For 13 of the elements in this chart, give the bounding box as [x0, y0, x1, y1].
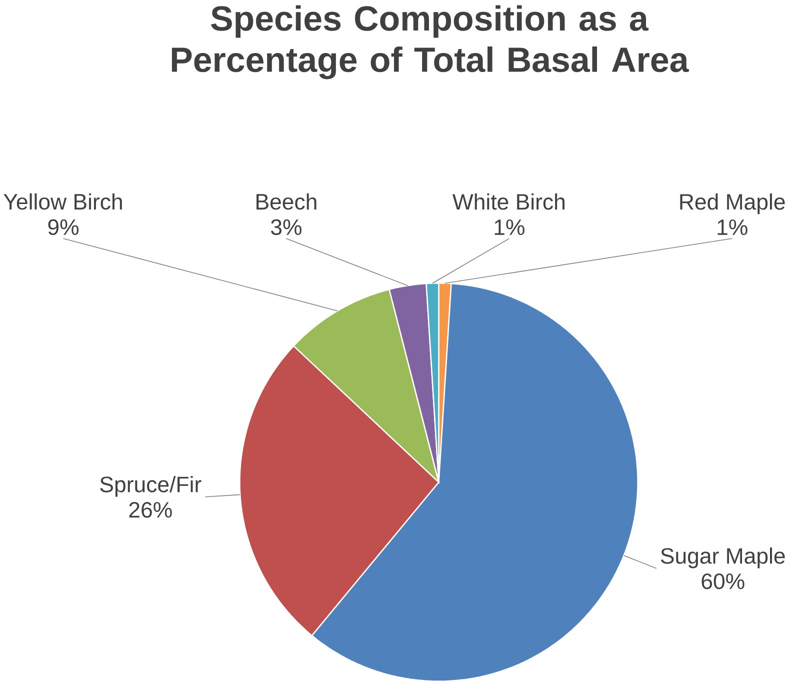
chart-title: Species Composition as a Percentage of Total Basal Area	[172, 5, 689, 80]
data-label: 1%	[718, 220, 748, 236]
slice-label: Red Maple	[680, 193, 785, 214]
slice-label: White Birch	[452, 193, 564, 210]
data-label: 3%	[271, 219, 302, 236]
data-label: 9%	[48, 219, 79, 236]
data-label: 1%	[494, 220, 524, 236]
slice-label: Yellow Birch	[4, 193, 122, 210]
data-label: 60%	[702, 574, 744, 590]
slice-label: Sugar Maple	[660, 548, 785, 568]
slice-label: Beech	[256, 193, 316, 210]
data-label: 26%	[129, 502, 172, 518]
slice-label: Spruce/Fir	[100, 476, 202, 497]
